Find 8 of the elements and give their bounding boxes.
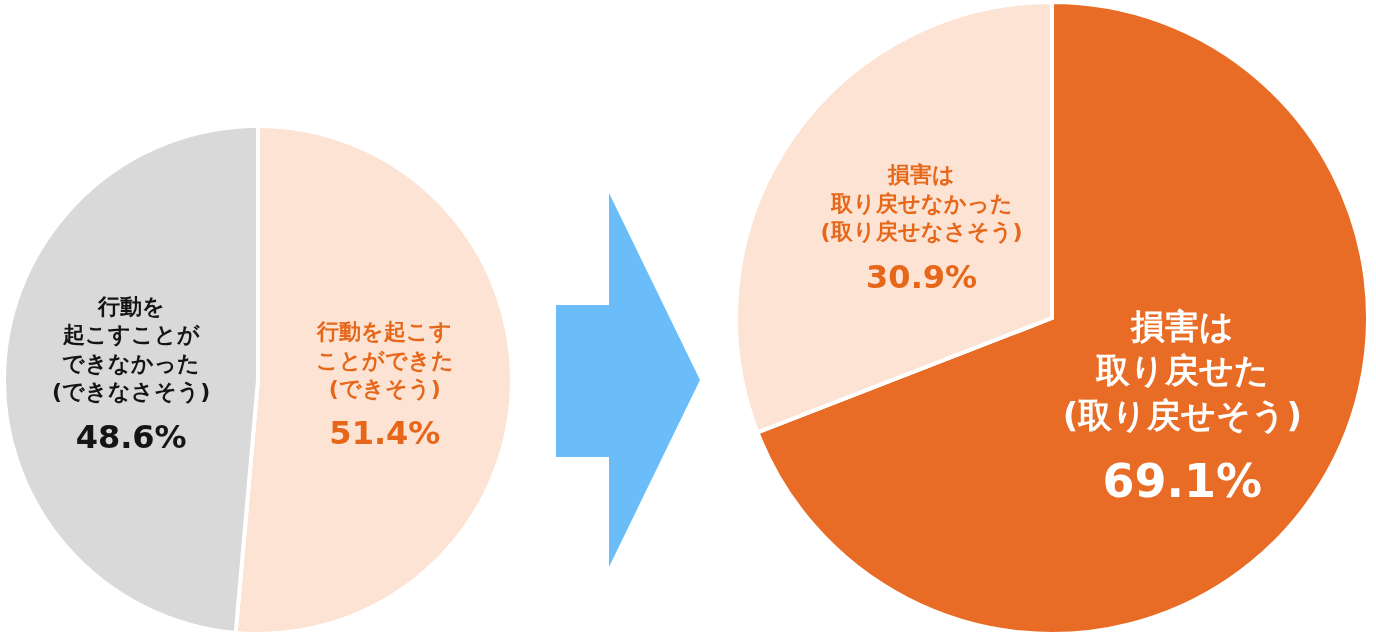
data-label: 30.9% [866,257,978,296]
slice-label: 行動を起こすことができなかった(できなさそう) [52,293,211,405]
data-label: 69.1% [1102,453,1263,508]
slice-label: 損害は取り戻せた(取り戻せそう) [1062,306,1302,435]
slice-label: 行動を起こすことができた(できそう) [315,319,454,402]
data-label: 51.4% [329,414,441,453]
data-label: 48.6% [75,417,187,456]
slice-label: 損害は取り戻せなかった(取り戻せなさそう) [820,162,1023,245]
